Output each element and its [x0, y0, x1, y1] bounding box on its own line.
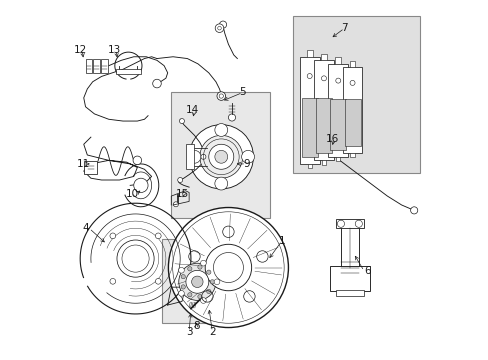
Text: 13: 13: [107, 45, 121, 55]
Circle shape: [321, 76, 326, 81]
Text: 9: 9: [243, 159, 249, 169]
Bar: [93, 59, 100, 73]
Bar: [335, 219, 364, 228]
Circle shape: [189, 125, 253, 189]
Bar: [315, 98, 331, 153]
Bar: [329, 266, 369, 291]
Bar: [335, 58, 341, 64]
Bar: [342, 67, 362, 153]
Text: 3: 3: [185, 327, 192, 337]
Circle shape: [219, 21, 226, 28]
Circle shape: [335, 78, 340, 83]
Bar: [329, 99, 346, 150]
Circle shape: [155, 279, 161, 284]
Text: 7: 7: [341, 23, 347, 33]
Text: 1: 1: [278, 236, 285, 246]
Circle shape: [155, 233, 161, 239]
Circle shape: [178, 291, 184, 296]
Text: 15: 15: [175, 189, 188, 199]
Circle shape: [206, 270, 210, 274]
Bar: [84, 161, 97, 174]
Circle shape: [117, 240, 154, 277]
Circle shape: [152, 79, 161, 88]
Circle shape: [214, 177, 227, 190]
Circle shape: [177, 177, 183, 183]
Bar: [344, 99, 360, 146]
Bar: [101, 59, 107, 73]
Bar: [299, 57, 319, 164]
Bar: [321, 160, 325, 165]
Circle shape: [198, 294, 202, 299]
Circle shape: [191, 276, 203, 288]
Bar: [328, 64, 347, 157]
Circle shape: [228, 114, 235, 121]
Bar: [292, 16, 419, 173]
Bar: [171, 93, 269, 217]
Text: 14: 14: [186, 105, 199, 115]
Circle shape: [201, 154, 205, 159]
Circle shape: [215, 24, 224, 32]
Circle shape: [306, 73, 311, 78]
Bar: [301, 98, 317, 157]
Circle shape: [205, 244, 251, 291]
Bar: [185, 144, 194, 169]
Bar: [335, 290, 364, 296]
Text: 16: 16: [325, 134, 338, 144]
Circle shape: [172, 257, 222, 307]
Text: 6: 6: [364, 266, 370, 276]
Bar: [85, 59, 92, 73]
Circle shape: [200, 135, 242, 178]
Circle shape: [110, 279, 116, 284]
Circle shape: [198, 265, 202, 269]
Circle shape: [214, 150, 227, 163]
Bar: [321, 54, 326, 60]
Text: 5: 5: [239, 87, 245, 98]
Circle shape: [179, 263, 216, 300]
Circle shape: [217, 92, 225, 100]
Bar: [335, 157, 340, 161]
Bar: [349, 61, 355, 67]
Text: 11: 11: [77, 159, 90, 169]
Circle shape: [214, 279, 220, 285]
Circle shape: [354, 220, 362, 227]
Circle shape: [110, 233, 116, 239]
Circle shape: [206, 289, 210, 294]
Circle shape: [208, 144, 233, 169]
Circle shape: [134, 178, 148, 193]
Bar: [162, 239, 231, 323]
Text: 4: 4: [82, 223, 89, 233]
Circle shape: [241, 150, 254, 163]
Bar: [116, 68, 141, 74]
Bar: [307, 164, 311, 168]
Circle shape: [337, 220, 344, 227]
Circle shape: [185, 270, 208, 293]
Bar: [340, 225, 358, 267]
Circle shape: [200, 298, 206, 303]
Circle shape: [181, 275, 185, 279]
Circle shape: [187, 267, 192, 271]
Circle shape: [349, 80, 354, 85]
Circle shape: [178, 267, 184, 273]
Circle shape: [187, 293, 192, 297]
Text: 10: 10: [125, 189, 138, 199]
Circle shape: [133, 156, 142, 165]
Text: 8: 8: [193, 321, 199, 332]
Circle shape: [214, 123, 227, 136]
Text: 2: 2: [208, 327, 215, 337]
Circle shape: [410, 207, 417, 214]
Bar: [313, 60, 333, 160]
Circle shape: [210, 280, 214, 284]
Text: 12: 12: [73, 45, 87, 55]
Circle shape: [200, 260, 206, 266]
Circle shape: [173, 202, 178, 207]
Circle shape: [181, 285, 185, 289]
Circle shape: [168, 207, 288, 328]
Bar: [306, 50, 312, 57]
Bar: [350, 153, 354, 157]
Circle shape: [188, 150, 201, 163]
Circle shape: [179, 118, 184, 123]
